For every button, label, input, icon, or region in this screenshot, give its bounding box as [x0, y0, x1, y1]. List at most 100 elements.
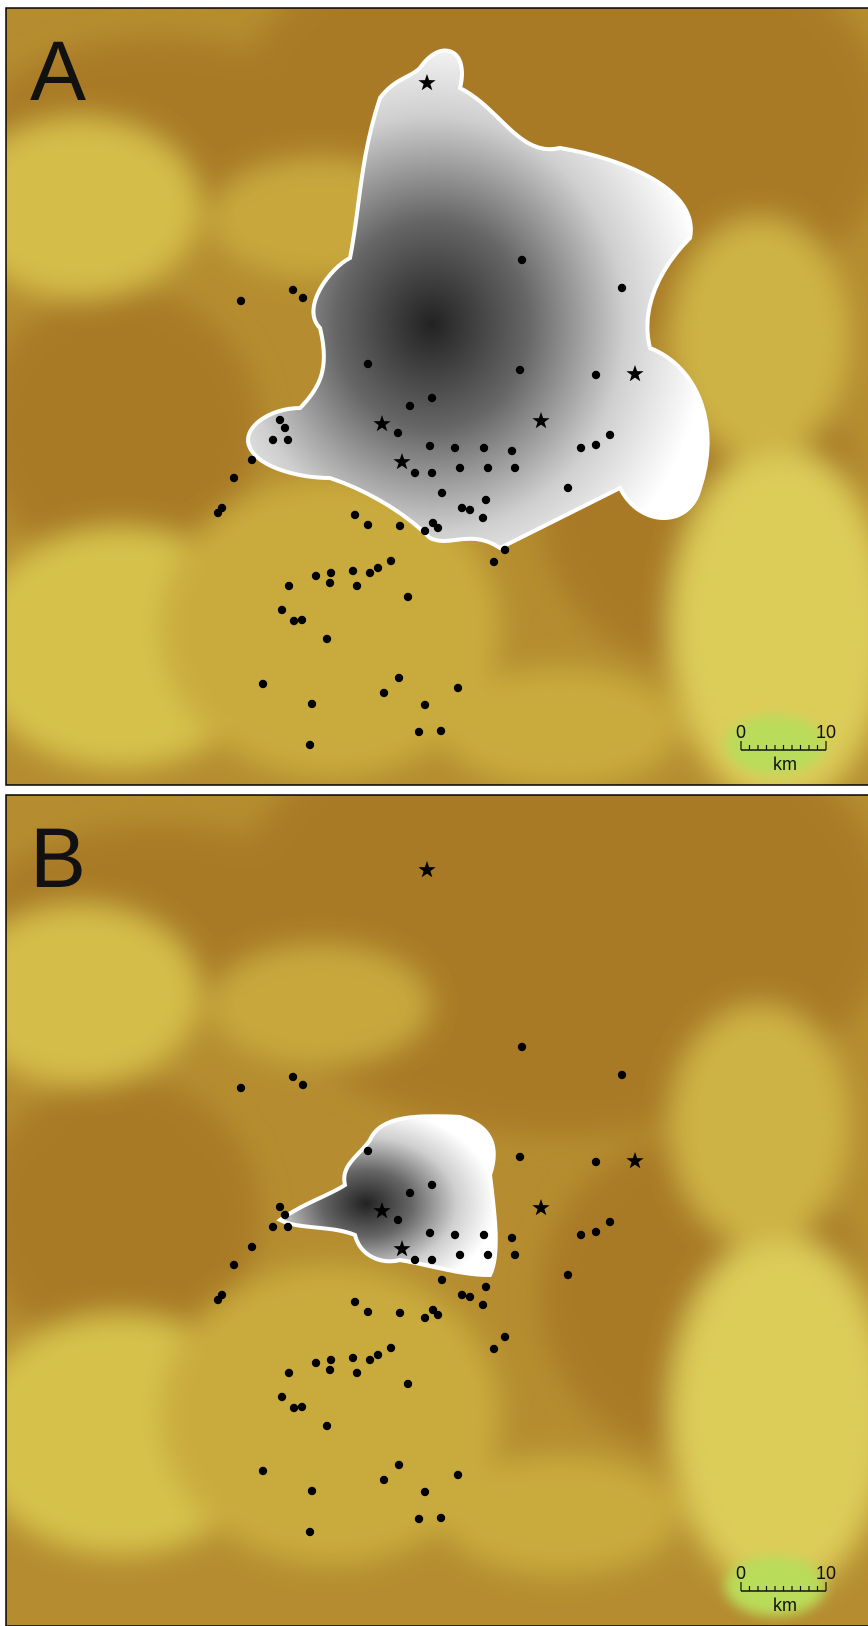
site-dot	[268, 435, 278, 445]
site-dot	[280, 423, 290, 433]
terrain-zone	[440, 1455, 680, 1575]
site-dot	[298, 293, 308, 303]
site-dot	[394, 673, 404, 683]
site-dot	[280, 1210, 290, 1220]
site-dot	[425, 1228, 435, 1238]
site-dot	[363, 520, 373, 530]
site-dot	[414, 1514, 424, 1524]
site-dot	[455, 463, 465, 473]
site-dot	[288, 1072, 298, 1082]
density-surface	[246, 48, 710, 551]
site-dot	[363, 359, 373, 369]
terrain-zone	[440, 668, 680, 785]
site-dot	[236, 1083, 246, 1093]
site-dot	[428, 518, 438, 528]
site-dot	[307, 1486, 317, 1496]
site-dot	[420, 526, 430, 536]
site-dot	[325, 578, 335, 588]
site-star	[373, 1202, 391, 1219]
site-dot	[325, 1365, 335, 1375]
scale-start: 0	[736, 722, 746, 742]
map-panel: A 0 10 km	[5, 7, 868, 786]
site-dot	[350, 1297, 360, 1307]
site-dot	[307, 699, 317, 709]
panel-label: A	[30, 24, 86, 118]
site-dot	[247, 1242, 257, 1252]
site-dot	[465, 1292, 475, 1302]
site-dot	[605, 430, 615, 440]
site-dot	[455, 1250, 465, 1260]
site-dot	[297, 615, 307, 625]
site-dot	[289, 616, 299, 626]
site-dot	[277, 1392, 287, 1402]
site-dot	[427, 393, 437, 403]
terrain-zone	[6, 905, 200, 1085]
site-dot	[326, 568, 336, 578]
site-dot	[481, 495, 491, 505]
site-star	[418, 74, 436, 91]
site-dot	[478, 513, 488, 523]
site-dot	[427, 1255, 437, 1265]
terrain-zone	[6, 1075, 260, 1355]
site-dot	[348, 566, 358, 576]
site-dot	[457, 503, 467, 513]
site-star	[393, 1240, 411, 1257]
panel-border	[5, 7, 868, 786]
terrain-zone	[670, 218, 850, 458]
site-dot	[352, 1368, 362, 1378]
site-star	[532, 1199, 550, 1216]
site-dot	[322, 634, 332, 644]
site-dot	[350, 510, 360, 520]
site-dot	[591, 440, 601, 450]
site-dot	[576, 443, 586, 453]
site-star	[373, 415, 391, 432]
site-dot	[277, 605, 287, 615]
site-dot	[379, 1475, 389, 1485]
site-dot	[247, 455, 257, 465]
site-dot	[427, 468, 437, 478]
site-dot	[268, 1222, 278, 1232]
site-dot	[410, 1255, 420, 1265]
site-star	[626, 1152, 644, 1169]
site-dot	[284, 581, 294, 591]
site-dot	[414, 727, 424, 737]
site-dot	[283, 435, 293, 445]
site-dot	[217, 503, 227, 513]
site-dot	[217, 1290, 227, 1300]
site-dot	[478, 1300, 488, 1310]
site-dot	[510, 463, 520, 473]
scale-unit: km	[773, 754, 797, 774]
site-dot	[453, 683, 463, 693]
site-dot	[515, 1152, 525, 1162]
site-dot	[427, 1180, 437, 1190]
site-dot	[311, 571, 321, 581]
site-dot	[393, 1215, 403, 1225]
site-dot	[483, 463, 493, 473]
site-dot	[617, 283, 627, 293]
site-dot	[322, 1421, 332, 1431]
site-dot	[481, 1282, 491, 1292]
site-dot	[591, 1157, 601, 1167]
terrain-relief	[6, 8, 868, 785]
site-dot	[576, 1230, 586, 1240]
site-star	[532, 412, 550, 429]
site-dot	[405, 401, 415, 411]
site-dot	[352, 581, 362, 591]
site-dot	[420, 1487, 430, 1497]
site-dot	[479, 1230, 489, 1240]
site-dot	[229, 1260, 239, 1270]
scale-start: 0	[736, 1563, 746, 1583]
sites	[213, 74, 644, 750]
site-dot	[229, 473, 239, 483]
site-dot	[373, 563, 383, 573]
site-dot	[465, 505, 475, 515]
site-dot	[283, 1222, 293, 1232]
site-dot	[605, 1217, 615, 1227]
terrain-zone	[670, 1235, 868, 1595]
terrain	[6, 795, 868, 1626]
site-dot	[437, 488, 447, 498]
site-dot	[363, 1146, 373, 1156]
terrain-zone	[670, 1005, 850, 1245]
